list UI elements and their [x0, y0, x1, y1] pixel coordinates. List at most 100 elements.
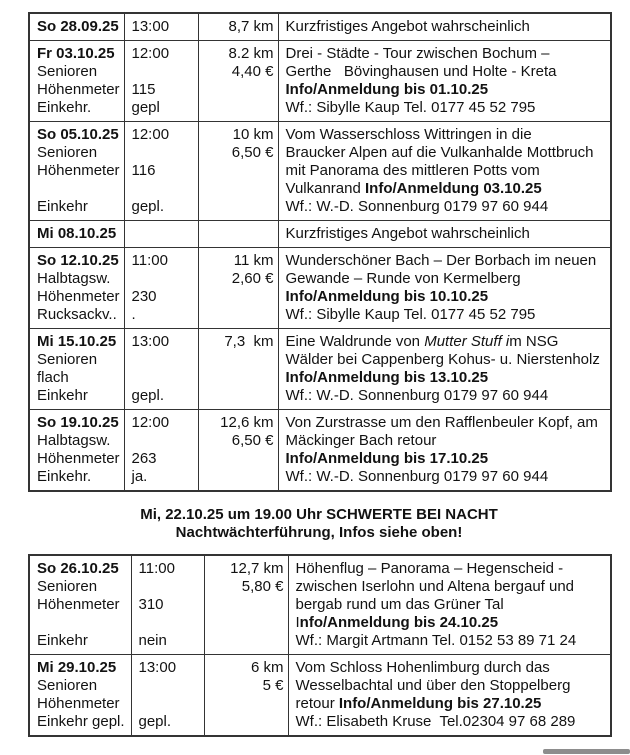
text-segment: Wälder bei Cappenberg Kohus- u. Niersten…: [285, 351, 600, 368]
text-segment: 11:00: [138, 560, 175, 577]
text-segment: Höhenflug – Panorama – Hegenscheid -: [295, 560, 564, 577]
time-cell: 12:00 115 gepl: [123, 40, 199, 122]
cell-line: [132, 369, 194, 387]
cell-line: 116: [132, 162, 194, 180]
cell-line: 5,80 €: [212, 578, 284, 596]
text-segment: Höhenmeter: [37, 288, 120, 305]
time-cell: 13:00 gepl.: [123, 328, 199, 410]
cell-line: Mäckinger Bach retour: [286, 432, 607, 450]
cell-line: Höhenmeter: [37, 695, 127, 713]
text-segment: Kurzfristiges Angebot wahrscheinlich: [285, 225, 530, 242]
cell-line: 12:00: [132, 126, 194, 144]
date-cell: So 28.09.25: [28, 12, 125, 41]
cell-line: 13:00: [132, 18, 194, 36]
text-segment: Info/Anmeldung bis 10.10.25: [285, 288, 489, 305]
text-segment: flach: [37, 369, 69, 386]
text-segment: 8.2 km: [228, 45, 274, 62]
distance-cell: 8.2 km 4,40 €: [197, 40, 279, 122]
hike-schedule-table-2: So 26.10.25 Senioren Höhenmeter Einkehr 11:…: [28, 554, 612, 737]
cell-line: Einkehr: [37, 632, 127, 650]
cell-line: 12,7 km: [212, 560, 283, 578]
cell-line: [132, 180, 194, 198]
cell-line: Wälder bei Cappenberg Kohus- u. Niersten…: [286, 351, 607, 369]
cell-line: mit Panorama des mittleren Potts vom: [286, 162, 607, 180]
note-line-2: Nachtwächterführung, Infos siehe oben!: [175, 524, 463, 541]
schedule-row: Mi 29.10.25 Senioren Höhenmeter Einkehr gep…: [28, 654, 612, 737]
description-cell: Vom Schloss Hohenlimburg durch das Wessel…: [287, 654, 612, 737]
text-segment: 13:00: [131, 18, 170, 35]
text-segment: 12:00: [131, 414, 170, 431]
text-segment: So 12.10.25: [37, 252, 119, 269]
cell-line: Info/Anmeldung bis 01.10.25: [286, 81, 607, 99]
cell-line: Gewande – Runde von Kermelberg: [286, 270, 607, 288]
distance-cell: 8,7 km: [197, 12, 279, 41]
text-segment: Info/Anmeldung bis 27.10.25: [338, 695, 542, 712]
schedule-row: So 26.10.25 Senioren Höhenmeter Einkehr 11:…: [28, 554, 612, 655]
cell-line: 11 km: [206, 252, 274, 270]
text-segment: Kurzfristiges Angebot wahrscheinlich: [285, 18, 530, 35]
cell-line: Senioren: [37, 578, 127, 596]
document-content: So 28.09.25 13:00 8,7 km Kurzfristiges Ange…: [28, 12, 612, 737]
text-segment: bergab rund um das Grüner Tal: [295, 596, 504, 613]
text-segment: Höhenmeter: [37, 450, 120, 467]
cell-line: gepl.: [132, 198, 194, 216]
text-segment: Vulkanrand: [285, 180, 365, 197]
date-cell: So 19.10.25 Halbtagsw. Höhenmeter Einkehr.: [28, 409, 125, 492]
cell-line: 7,3 km: [206, 333, 273, 351]
horizontal-scrollbar-thumb[interactable]: [543, 749, 630, 754]
text-segment: 13:00: [131, 333, 170, 350]
date-cell: So 12.10.25 Halbtagsw. Höhenmeter Rucksackv…: [28, 247, 125, 329]
cell-line: [139, 578, 200, 596]
text-segment: Wf.: Elisabeth Kruse Tel.02304 97 68 289: [295, 713, 576, 730]
text-segment: Wesselbachtal und über den Stoppelberg: [295, 677, 571, 694]
distance-cell: 12,6 km 6,50 €: [197, 409, 279, 492]
date-cell: So 05.10.25 Senioren Höhenmeter Einkehr: [28, 121, 125, 221]
schedule-row: So 05.10.25 Senioren Höhenmeter Einkehr 12:…: [28, 121, 612, 221]
text-segment: Mi 15.10.25: [37, 333, 117, 350]
text-segment: Eine Waldrunde von: [285, 333, 425, 350]
cell-line: flach: [37, 369, 120, 387]
cell-line: So 19.10.25: [37, 414, 120, 432]
text-segment: Info/Anmeldung 03.10.25: [365, 180, 542, 197]
text-segment: 13:00: [138, 659, 177, 676]
date-cell: Fr 03.10.25 Senioren Höhenmeter Einkehr.: [28, 40, 125, 122]
description-cell: Kurzfristiges Angebot wahrscheinlich: [277, 220, 612, 248]
cell-line: 230: [132, 288, 194, 306]
cell-line: Rucksackv..: [37, 306, 120, 324]
text-segment: Einkehr: [37, 198, 88, 215]
text-segment: Wf.: W.-D. Sonnenburg 0179 97 60 944: [285, 387, 549, 404]
schedule-row: So 28.09.25 13:00 8,7 km Kurzfristiges Ange…: [28, 12, 612, 41]
cell-line: 13:00: [132, 333, 194, 351]
text-segment: Höhenmeter: [37, 596, 120, 613]
distance-cell: 12,7 km 5,80 €: [203, 554, 289, 655]
cell-line: Senioren: [37, 144, 120, 162]
description-cell: Drei - Städte - Tour zwischen Bochum – Ge…: [277, 40, 612, 122]
schedule-row: Fr 03.10.25 Senioren Höhenmeter Einkehr. 12:…: [28, 40, 612, 122]
text-segment: So 05.10.25: [37, 126, 119, 143]
text-segment: 115: [131, 81, 156, 98]
cell-line: Braucker Alpen auf die Vulkanhalde Mottb…: [286, 144, 607, 162]
cell-line: 6,50 €: [206, 432, 274, 450]
cell-line: Wf.: W.-D. Sonnenburg 0179 97 60 944: [286, 468, 607, 486]
text-segment: Wf.: Margit Artmann Tel. 0152 53 89 71 2…: [295, 632, 577, 649]
text-segment: Info/Anmeldung bis 17.10.25: [285, 450, 489, 467]
cell-line: gepl.: [139, 713, 200, 731]
text-segment: ja.: [131, 468, 148, 485]
distance-cell: 10 km 6,50 €: [197, 121, 279, 221]
cell-line: 12:00: [132, 45, 194, 63]
cell-line: 13:00: [139, 659, 200, 677]
cell-line: [139, 614, 200, 632]
cell-line: [132, 144, 194, 162]
text-segment: mit Panorama des mittleren Potts vom: [285, 162, 540, 179]
cell-line: 5 €: [212, 677, 284, 695]
cell-line: Wesselbachtal und über den Stoppelberg: [296, 677, 607, 695]
text-segment: 10 km: [232, 126, 274, 143]
distance-cell: 6 km 5 €: [203, 654, 289, 737]
cell-line: Vulkanrand Info/Anmeldung 03.10.25: [286, 180, 607, 198]
cell-line: 263: [132, 450, 194, 468]
cell-line: Fr 03.10.25: [37, 45, 120, 63]
distance-cell: [197, 220, 279, 248]
cell-line: So 05.10.25: [37, 126, 120, 144]
cell-line: Wf.: Margit Artmann Tel. 0152 53 89 71 2…: [296, 632, 607, 650]
